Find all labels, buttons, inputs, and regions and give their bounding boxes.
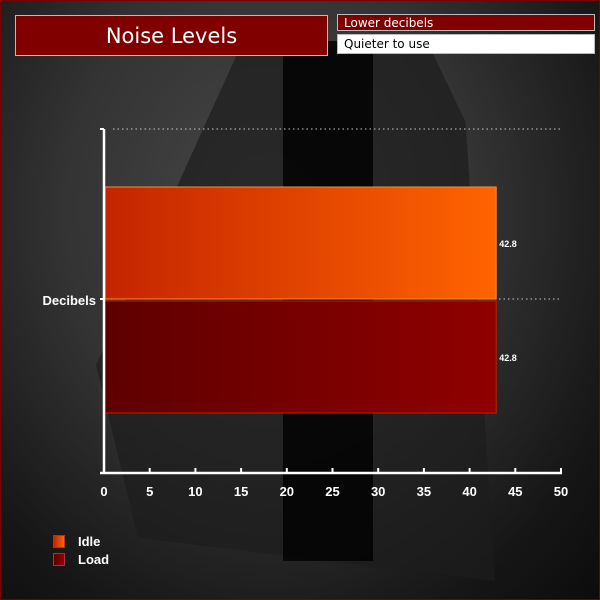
x-tick-label: 45 (508, 484, 522, 499)
subtitle-lower-decibels: Lower decibels (337, 14, 595, 31)
data-label-idle: 42.8 (499, 239, 517, 249)
subtitle-quieter: Quieter to use (337, 34, 595, 54)
x-tick-label: 10 (188, 484, 202, 499)
data-label-load: 42.8 (499, 353, 517, 363)
x-tick-label: 50 (554, 484, 568, 499)
legend-label-load: Load (78, 552, 110, 567)
chart-title: Noise Levels (15, 15, 328, 56)
legend-item-load: Load (53, 552, 109, 567)
bar-idle (104, 186, 497, 300)
x-tick-label: 30 (371, 484, 385, 499)
x-tick-label: 0 (100, 484, 107, 499)
x-tick-label: 40 (462, 484, 476, 499)
bar-load (104, 300, 497, 414)
x-tick-label: 5 (146, 484, 153, 499)
x-tick-label: 15 (234, 484, 248, 499)
legend-swatch-idle (53, 535, 65, 548)
legend-label-idle: Idle (78, 534, 101, 549)
category-label: Decibels (43, 293, 96, 308)
x-tick-label: 20 (280, 484, 294, 499)
x-tick-label: 35 (417, 484, 431, 499)
legend-swatch-load (53, 553, 65, 566)
x-tick-label: 25 (325, 484, 339, 499)
legend-item-idle: Idle (53, 534, 100, 549)
